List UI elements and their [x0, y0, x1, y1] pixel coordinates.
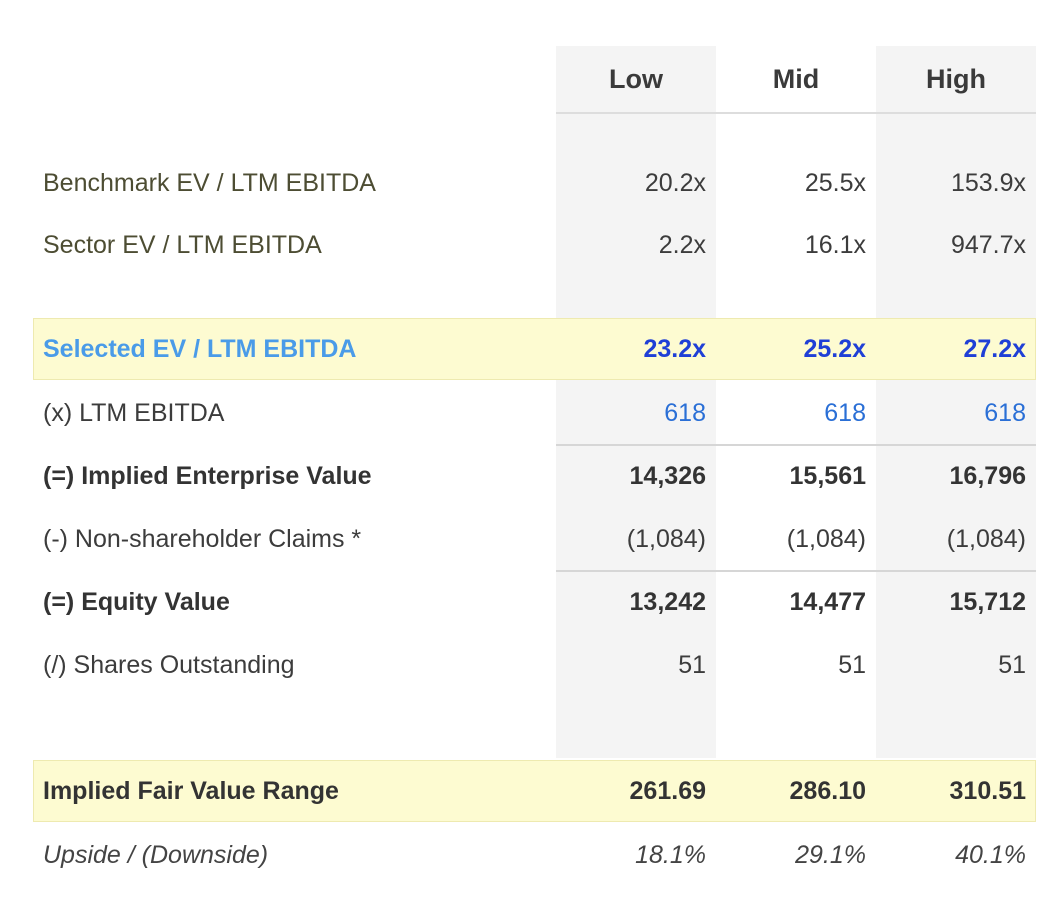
selected-mid: 25.2x — [803, 335, 866, 363]
benchmark-row: Benchmark EV / LTM EBITDA 20.2x 25.5x 15… — [0, 163, 1064, 203]
fair-value-low: 261.69 — [629, 777, 706, 805]
sector-low: 2.2x — [658, 231, 706, 259]
equity-row: (=) Equity Value 13,242 14,477 15,712 — [0, 582, 1064, 622]
implied-ev-row: (=) Implied Enterprise Value 14,326 15,5… — [0, 456, 1064, 496]
selected-row-highlight — [33, 318, 1036, 380]
claims-row: (-) Non-shareholder Claims * (1,084) (1,… — [0, 519, 1064, 559]
shares-row: (/) Shares Outstanding 51 51 51 — [0, 645, 1064, 685]
equity-mid: 14,477 — [789, 588, 866, 616]
fair-value-mid: 286.10 — [789, 777, 866, 805]
sector-label: Sector EV / LTM EBITDA — [43, 231, 322, 259]
implied-ev-mid: 15,561 — [789, 462, 866, 490]
equity-high: 15,712 — [949, 588, 1026, 616]
ebitda-low: 618 — [664, 399, 706, 427]
claims-high: (1,084) — [946, 525, 1026, 553]
ev-divider — [556, 444, 1036, 446]
column-header-mid: Mid — [772, 64, 820, 94]
ebitda-label: (x) LTM EBITDA — [43, 399, 225, 427]
benchmark-high: 153.9x — [950, 169, 1026, 197]
selected-high: 27.2x — [963, 335, 1026, 363]
fair-value-row-highlight — [33, 760, 1036, 822]
shares-label: (/) Shares Outstanding — [43, 651, 295, 679]
claims-label: (-) Non-shareholder Claims * — [43, 525, 362, 553]
shares-low: 51 — [678, 651, 706, 679]
shares-high: 51 — [998, 651, 1026, 679]
equity-divider — [556, 570, 1036, 572]
claims-low: (1,084) — [626, 525, 706, 553]
column-shade-high — [876, 46, 1036, 758]
upside-row: Upside / (Downside) 18.1% 29.1% 40.1% — [0, 835, 1064, 875]
fair-value-row: Implied Fair Value Range 261.69 286.10 3… — [0, 771, 1064, 811]
selected-row: Selected EV / LTM EBITDA 23.2x 25.2x 27.… — [0, 329, 1064, 369]
sector-high: 947.7x — [950, 231, 1026, 259]
fair-value-label: Implied Fair Value Range — [43, 777, 339, 805]
ebitda-row: (x) LTM EBITDA 618 618 618 — [0, 393, 1064, 433]
upside-mid: 29.1% — [795, 841, 866, 869]
column-shade-low — [556, 46, 716, 758]
equity-low: 13,242 — [629, 588, 706, 616]
implied-ev-label: (=) Implied Enterprise Value — [43, 462, 372, 490]
column-header-low: Low — [609, 64, 663, 94]
column-header-high: High — [926, 64, 986, 94]
upside-label: Upside / (Downside) — [43, 841, 269, 869]
selected-low: 23.2x — [643, 335, 706, 363]
fair-value-high: 310.51 — [949, 777, 1026, 805]
upside-low: 18.1% — [635, 841, 706, 869]
sector-row: Sector EV / LTM EBITDA 2.2x 16.1x 947.7x — [0, 225, 1064, 265]
shares-mid: 51 — [838, 651, 866, 679]
ebitda-mid: 618 — [824, 399, 866, 427]
ebitda-high: 618 — [984, 399, 1026, 427]
benchmark-label: Benchmark EV / LTM EBITDA — [43, 169, 376, 197]
header-divider — [556, 112, 1036, 114]
upside-high: 40.1% — [955, 841, 1026, 869]
sector-mid: 16.1x — [804, 231, 866, 259]
equity-label: (=) Equity Value — [43, 588, 230, 616]
selected-label: Selected EV / LTM EBITDA — [43, 335, 357, 363]
benchmark-mid: 25.5x — [804, 169, 866, 197]
implied-ev-high: 16,796 — [949, 462, 1026, 490]
claims-mid: (1,084) — [786, 525, 866, 553]
implied-ev-low: 14,326 — [629, 462, 706, 490]
benchmark-low: 20.2x — [644, 169, 706, 197]
